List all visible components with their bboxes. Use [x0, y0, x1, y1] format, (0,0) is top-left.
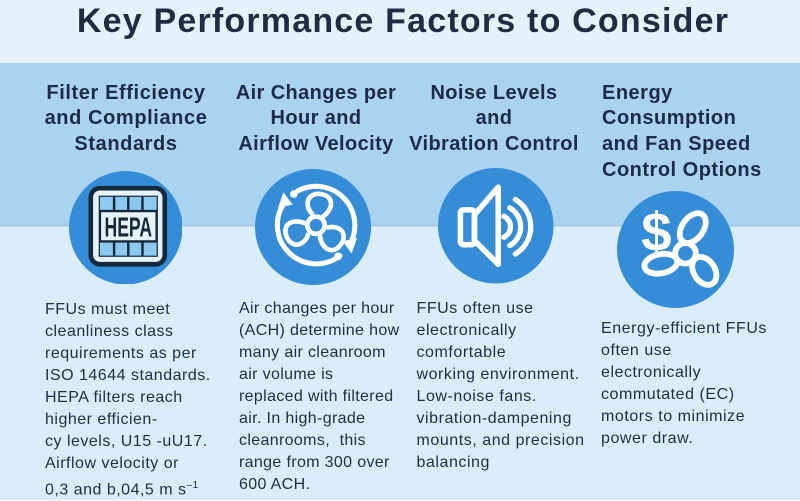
svg-text:HEPA: HEPA	[104, 211, 152, 242]
